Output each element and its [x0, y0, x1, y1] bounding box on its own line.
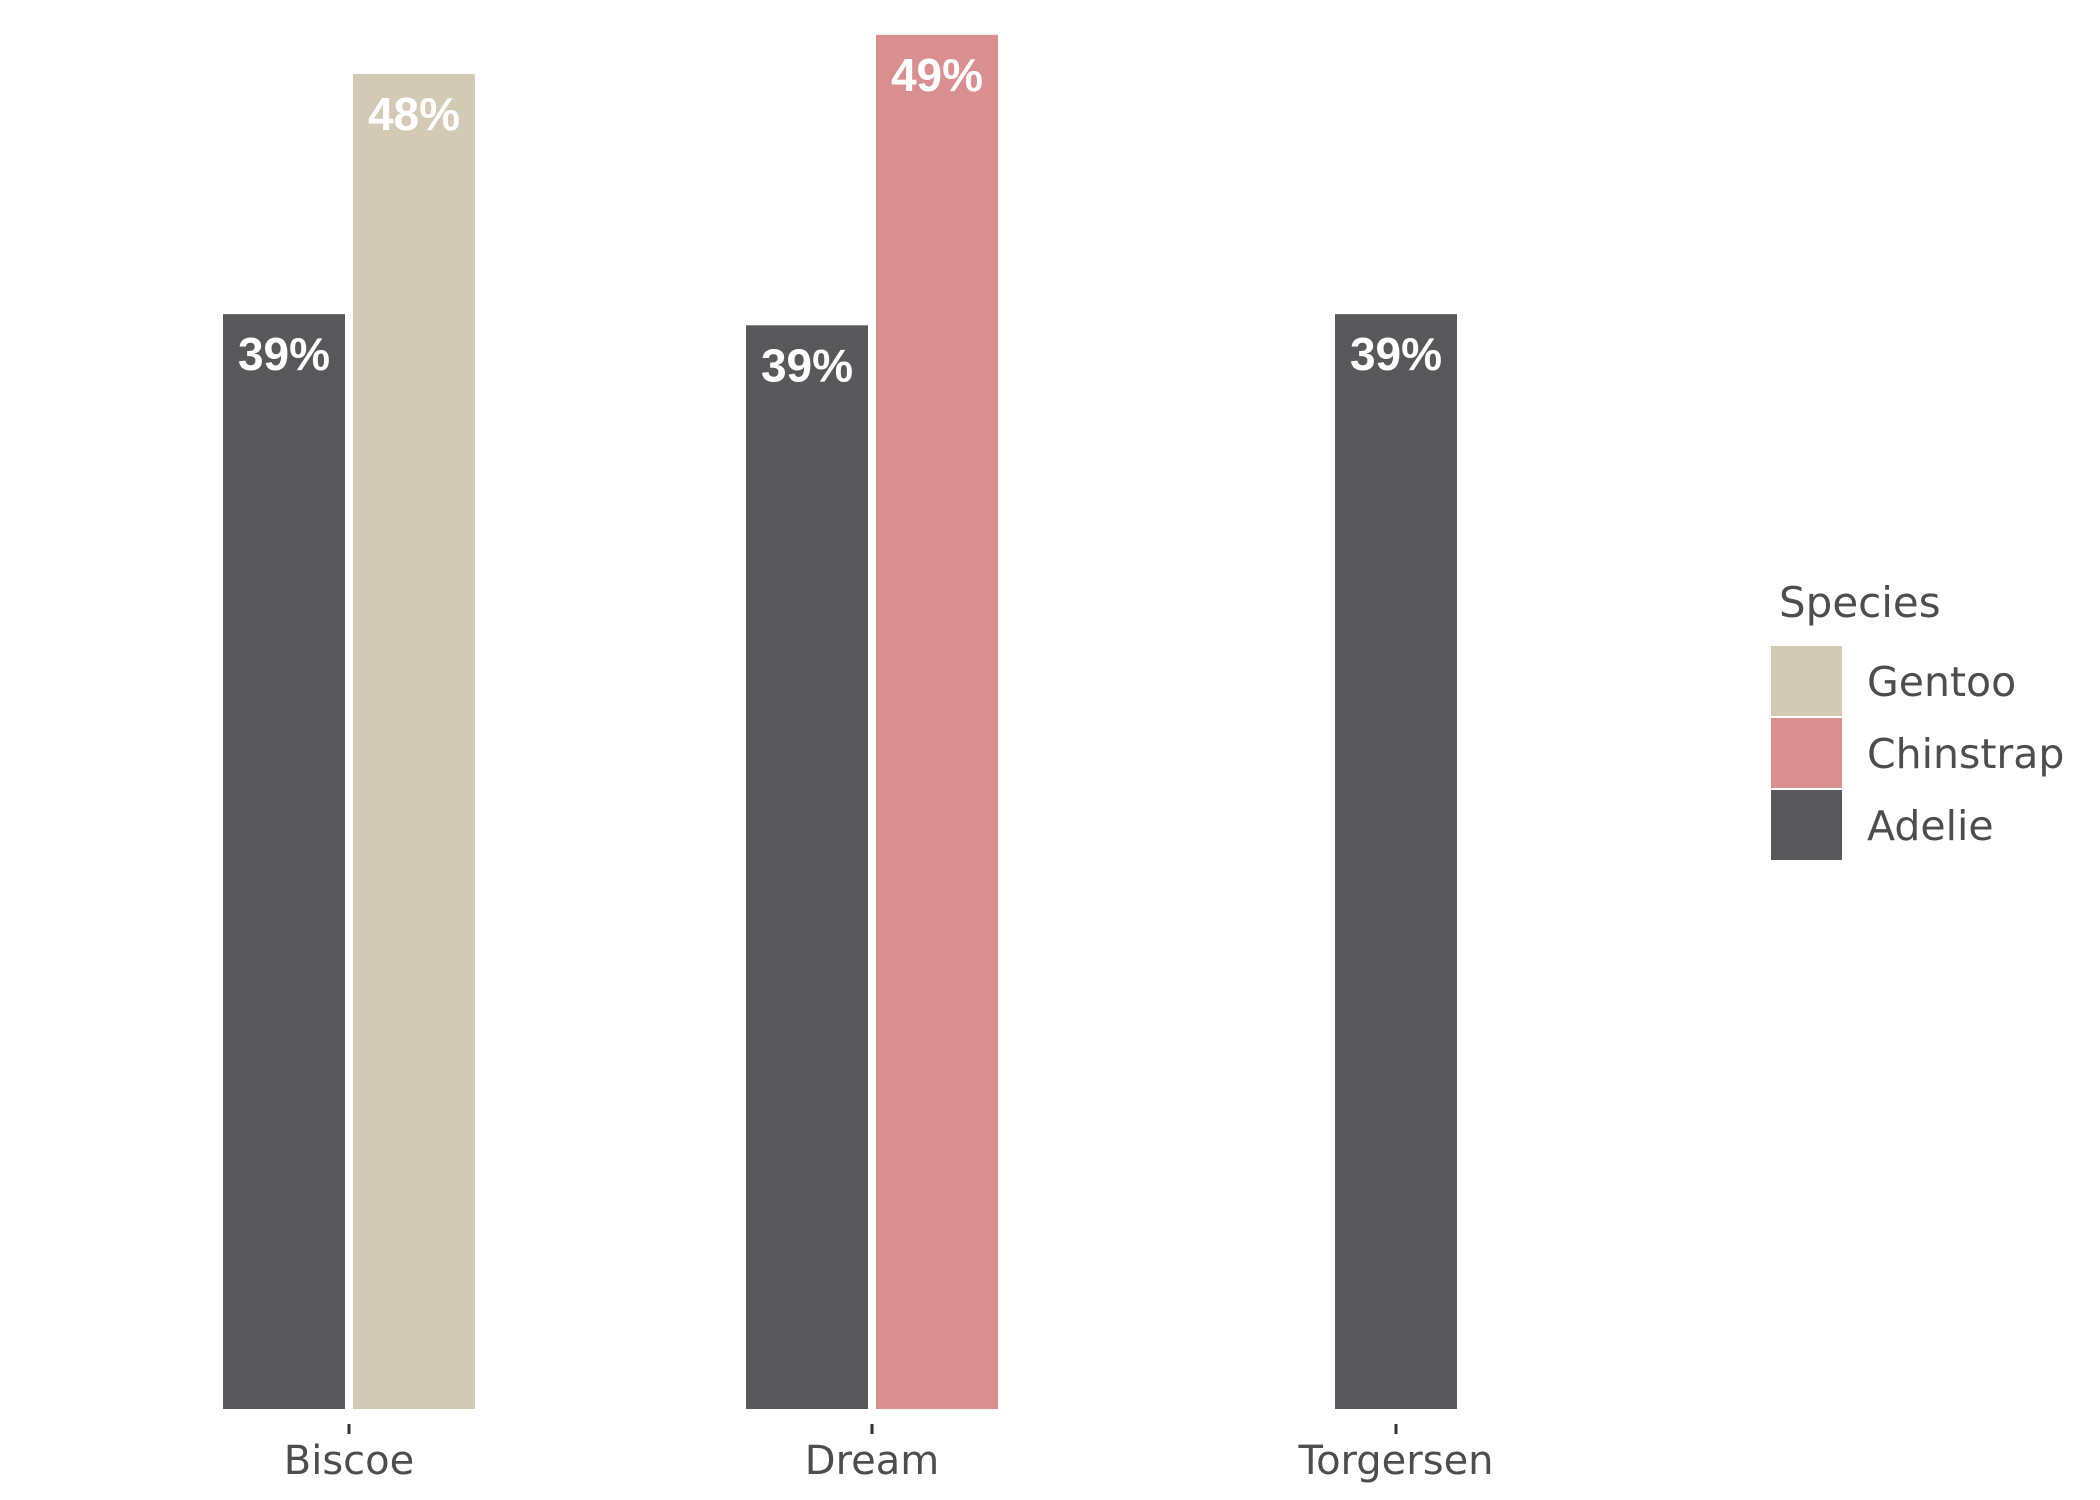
x-tick-label: Biscoe	[284, 1438, 414, 1484]
legend-swatch-chinstrap	[1771, 718, 1842, 788]
legend-swatch-gentoo	[1771, 646, 1842, 716]
legend-title: Species	[1779, 578, 1941, 627]
bar-dream-chinstrap	[876, 34, 998, 1410]
bar-data-label: 39%	[1350, 328, 1442, 380]
bar-data-label: 49%	[891, 49, 983, 101]
x-axis: Biscoe Dream Torgersen	[284, 1424, 1494, 1484]
legend-label: Gentoo	[1867, 658, 2016, 706]
bar-dream-adelie	[746, 325, 868, 1409]
bar-data-label: 39%	[238, 328, 330, 380]
bar-biscoe-adelie	[223, 314, 345, 1409]
bar-data-label: 48%	[368, 88, 460, 140]
bars: 39% 48% 39% 49% 39%	[223, 34, 1457, 1410]
legend-label: Chinstrap	[1867, 730, 2064, 778]
bar-data-label: 39%	[761, 339, 853, 391]
legend-label: Adelie	[1867, 802, 1994, 850]
bar-torgersen-adelie	[1335, 314, 1457, 1409]
legend: Species Gentoo Chinstrap Adelie	[1771, 578, 2064, 860]
x-tick-label: Dream	[805, 1438, 939, 1484]
bar-biscoe-gentoo	[353, 73, 475, 1409]
x-tick-label: Torgersen	[1297, 1438, 1493, 1484]
legend-swatch-adelie	[1771, 790, 1842, 860]
